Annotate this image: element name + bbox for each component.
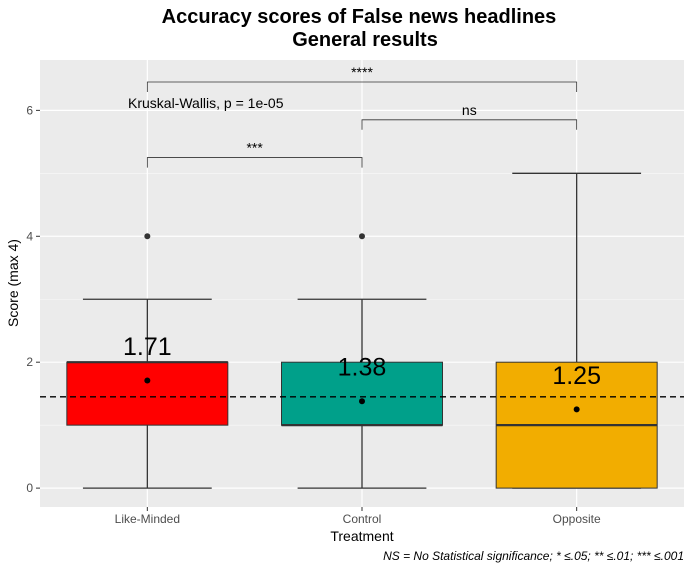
x-axis-title: Treatment — [330, 528, 393, 544]
significance-label: ns — [462, 102, 477, 118]
bracket-line — [146, 81, 578, 93]
comparison-bracket: **** — [146, 64, 578, 93]
mean-label: 1.25 — [552, 362, 601, 390]
bracket-line — [361, 119, 578, 130]
mean-label: 1.38 — [338, 354, 387, 382]
mean-point — [144, 377, 151, 384]
box-control: 1.38 — [281, 233, 443, 489]
outlier-point — [144, 233, 151, 240]
box-opposite: 1.25 — [495, 172, 658, 489]
y-tick-label: 4 — [26, 229, 33, 243]
significance-label: **** — [351, 64, 373, 80]
box-body — [281, 361, 443, 426]
mean-label: 1.71 — [123, 333, 172, 361]
x-tick-label: Control — [343, 512, 382, 526]
box-body — [66, 361, 229, 426]
comparison-bracket: *** — [146, 140, 363, 168]
outlier-point — [359, 233, 365, 240]
y-axis: 0 2 4 6 — [26, 103, 40, 495]
y-tick-label: 2 — [26, 355, 33, 369]
box-like-minded: 1.71 — [66, 233, 229, 489]
boxes-layer: 1.71 1.38 1.25 — [66, 172, 658, 489]
x-tick-label: Opposite — [553, 512, 601, 526]
comparison-brackets: *** ns **** — [146, 64, 578, 168]
y-tick-label: 6 — [26, 103, 33, 117]
chart-title-line1: Accuracy scores of False news headlines — [162, 6, 557, 28]
kruskal-wallis-annotation: Kruskal-Wallis, p = 1e-05 — [128, 95, 284, 111]
y-tick-label: 0 — [26, 481, 33, 495]
bracket-line — [146, 157, 363, 168]
comparison-bracket: ns — [361, 102, 578, 130]
significance-caption: NS = No Statistical significance; * ≤.05… — [383, 549, 684, 563]
x-axis: Like-Minded Control Opposite — [115, 507, 601, 526]
chart-title-line2: General results — [292, 29, 438, 51]
mean-point — [359, 398, 365, 405]
mean-point — [573, 406, 580, 413]
y-axis-title: Score (max 4) — [5, 239, 21, 327]
x-tick-label: Like-Minded — [115, 512, 180, 526]
significance-label: *** — [246, 140, 263, 156]
